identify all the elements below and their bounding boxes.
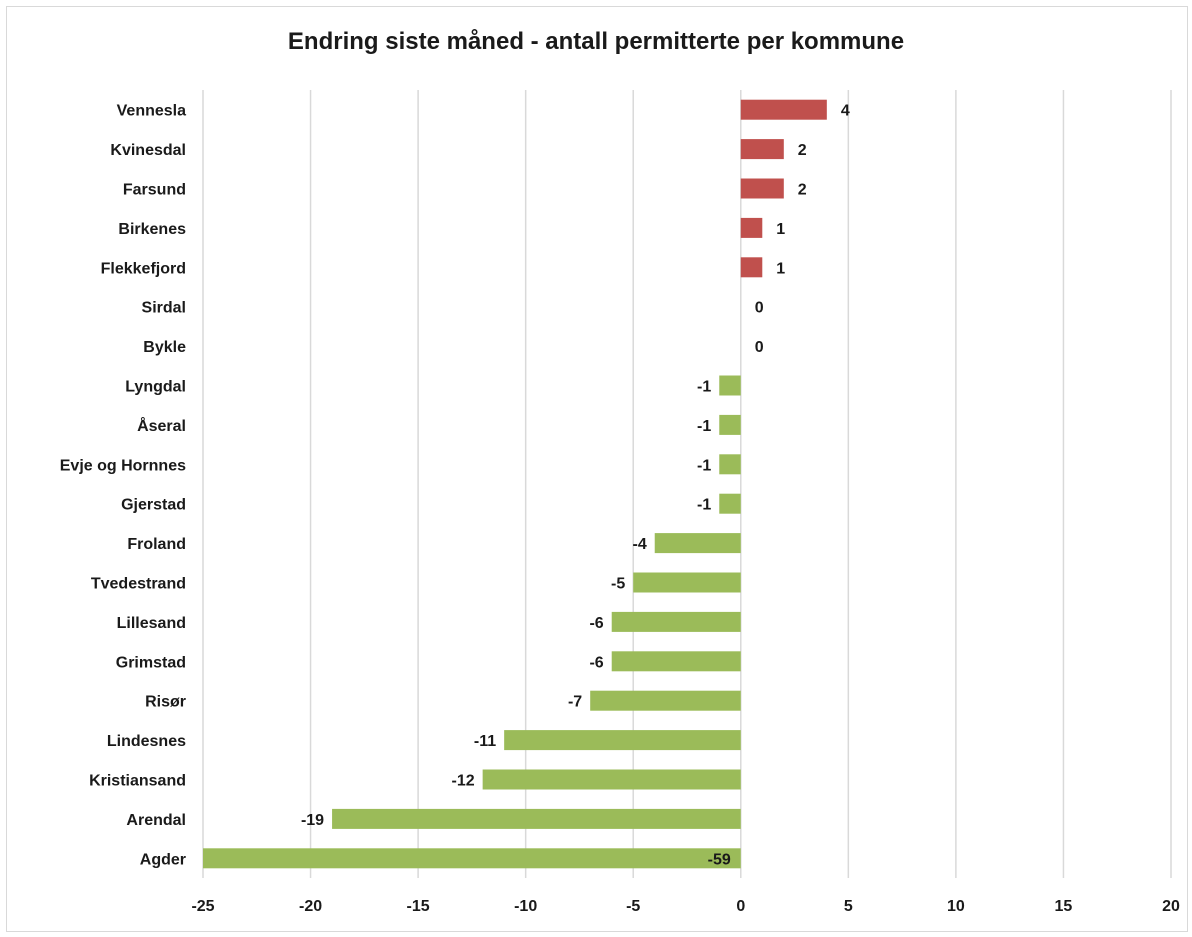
x-tick-label-0: -25 [191,898,214,915]
data-label-4: 1 [776,260,785,277]
data-label-18: -19 [301,812,324,829]
category-label-18: Arendal [126,812,186,829]
data-label-8: -1 [697,418,711,435]
bar-13 [611,611,741,632]
data-label-1: 2 [798,142,807,159]
bar-12 [633,572,741,593]
category-label-11: Froland [127,536,186,553]
data-label-9: -1 [697,457,711,474]
category-label-2: Farsund [123,182,186,199]
data-label-19: -59 [708,851,731,868]
x-tick-label-6: 5 [844,898,853,915]
data-label-5: 0 [755,300,764,317]
data-label-2: 2 [798,182,807,199]
x-tick-label-7: 10 [947,898,965,915]
bar-14 [611,651,741,672]
bar-7 [719,375,741,396]
data-label-12: -5 [611,576,625,593]
category-label-13: Lillesand [117,615,186,632]
bar-16 [504,730,741,751]
data-label-7: -1 [697,379,711,396]
bar-4 [740,257,763,278]
x-tick-label-5: 0 [736,898,745,915]
bar-0 [740,99,827,120]
bar-18 [332,808,741,829]
bar-8 [719,414,741,435]
bar-10 [719,493,741,514]
data-label-11: -4 [632,536,646,553]
x-tick-label-9: 20 [1162,898,1180,915]
bar-3 [740,217,763,238]
bar-15 [590,690,741,711]
bar-17 [482,769,741,790]
bar-11 [654,533,741,554]
category-label-4: Flekkefjord [101,260,186,277]
data-label-3: 1 [776,221,785,238]
bar-19 [203,848,741,869]
data-label-10: -1 [697,497,711,514]
category-label-19: Agder [140,851,186,868]
category-label-8: Åseral [137,416,186,435]
category-label-12: Tvedestrand [91,576,186,593]
data-label-15: -7 [568,694,582,711]
data-label-14: -6 [589,654,603,671]
category-label-10: Gjerstad [121,497,186,514]
data-label-13: -6 [589,615,603,632]
category-label-17: Kristiansand [89,773,186,790]
category-label-9: Evje og Hornnes [60,457,186,474]
x-tick-label-1: -20 [299,898,322,915]
bar-2 [740,178,784,199]
bar-9 [719,454,741,475]
category-label-0: Vennesla [117,103,186,120]
x-tick-label-4: -5 [626,898,640,915]
category-label-16: Lindesnes [107,733,186,750]
bar-1 [740,139,784,160]
x-tick-label-8: 15 [1055,898,1073,915]
x-tick-label-3: -10 [514,898,537,915]
category-label-3: Birkenes [118,221,186,238]
category-label-5: Sirdal [142,300,186,317]
category-label-15: Risør [145,694,186,711]
chart-title: Endring siste måned - antall permitterte… [287,28,905,55]
category-label-14: Grimstad [116,654,186,671]
category-label-1: Kvinesdal [110,142,186,159]
data-label-0: 4 [841,103,850,120]
data-label-6: 0 [755,339,764,356]
data-label-17: -12 [452,773,475,790]
category-label-7: Lyngdal [125,379,186,396]
category-label-6: Bykle [143,339,186,356]
data-label-16: -11 [474,733,496,750]
x-tick-label-2: -15 [407,898,430,915]
